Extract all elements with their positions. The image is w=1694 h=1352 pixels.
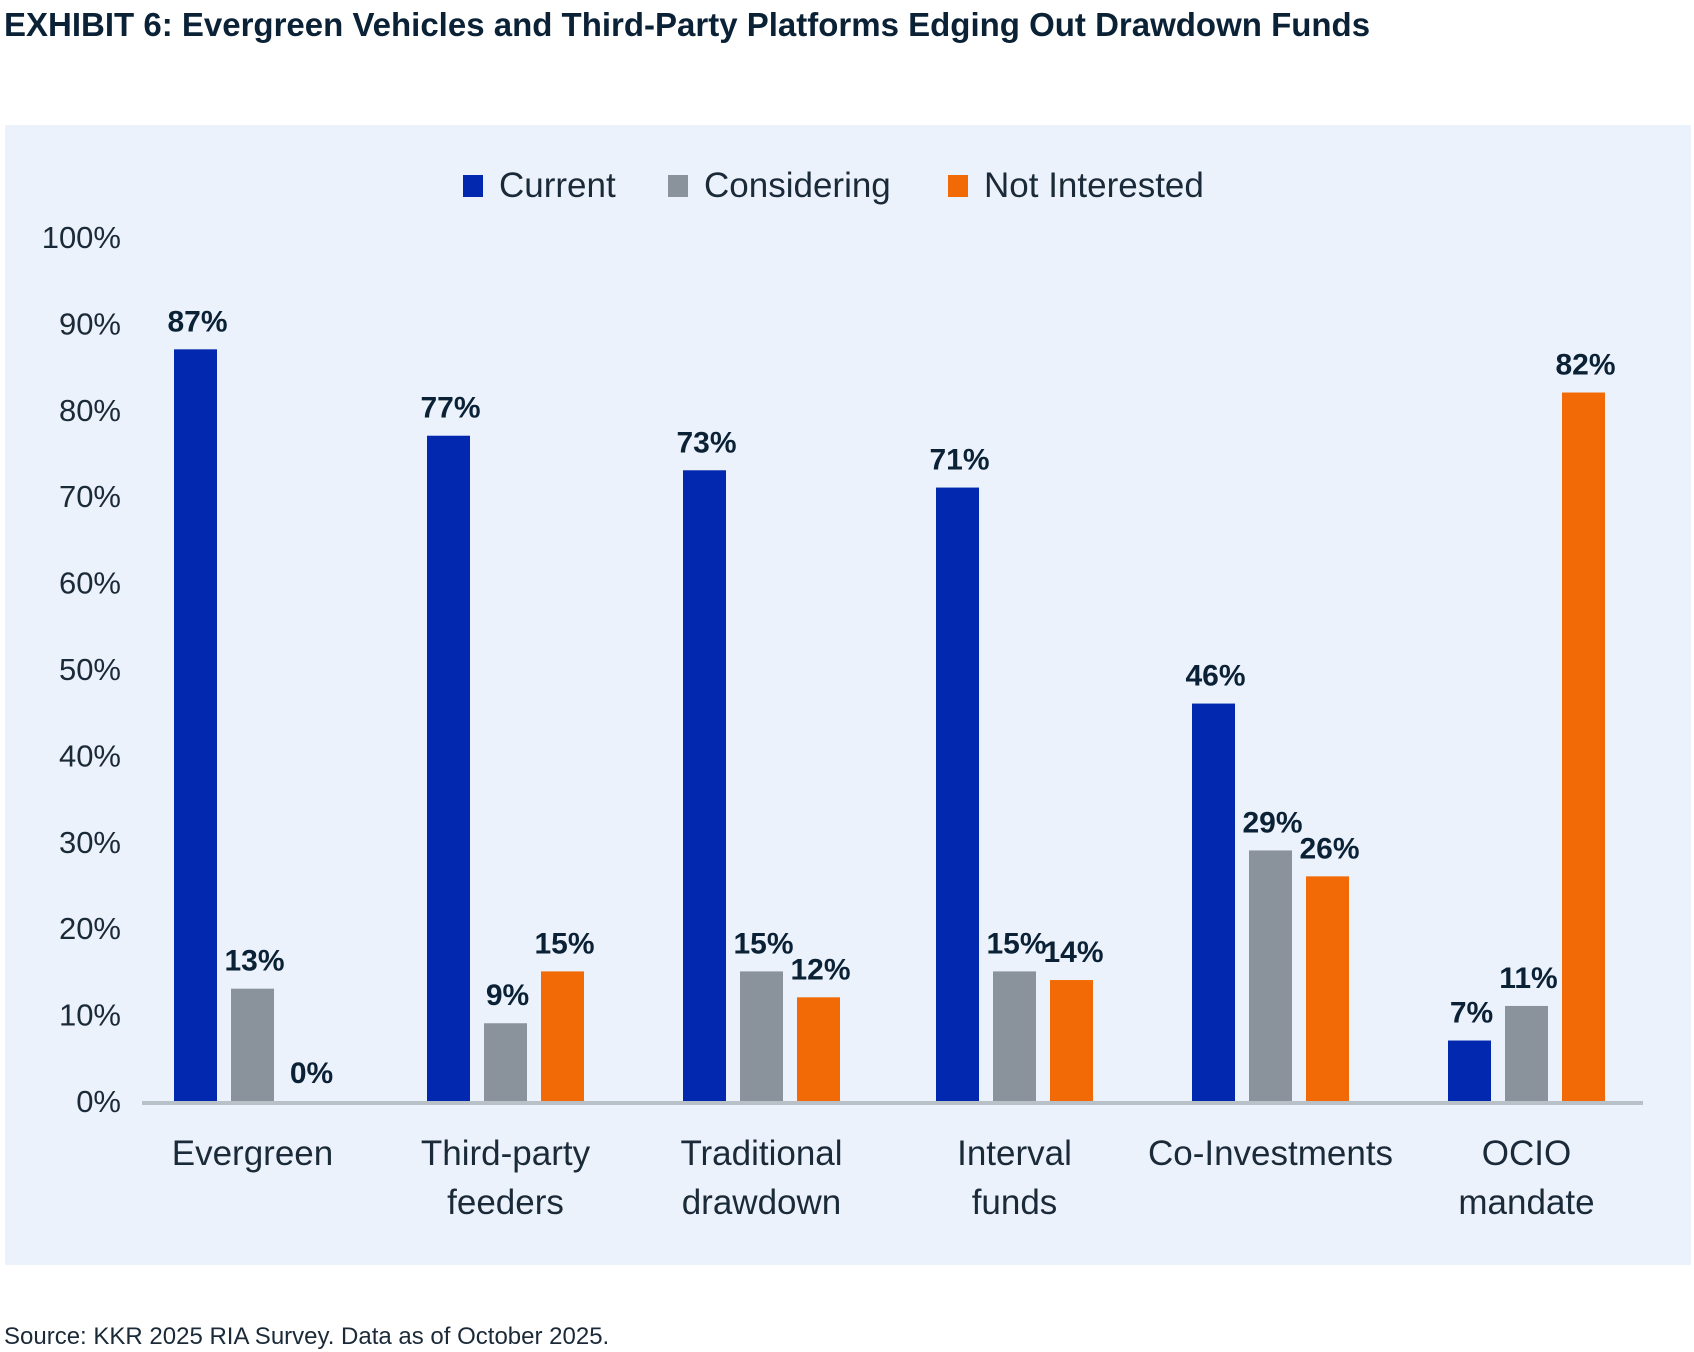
y-tick-label: 60% [59, 566, 121, 601]
legend-label: Not Interested [984, 166, 1204, 205]
bar [1192, 703, 1235, 1101]
x-tick-label: Third-party [421, 1134, 591, 1173]
bar [231, 988, 274, 1101]
x-tick-label: Evergreen [172, 1134, 333, 1173]
bar [1249, 850, 1292, 1101]
x-tick-label: Traditional [680, 1134, 842, 1173]
bar [1562, 392, 1605, 1101]
y-tick-label: 40% [59, 738, 121, 773]
bar [174, 349, 217, 1101]
data-label: 29% [1242, 806, 1302, 839]
legend-label: Current [499, 166, 616, 205]
legend-swatch [463, 175, 483, 197]
y-tick-label: 70% [59, 479, 121, 514]
x-tick-label: drawdown [682, 1183, 842, 1222]
data-label: 71% [929, 444, 989, 477]
x-axis: Evergreen Third-party feeders Traditional dr… [172, 1134, 1595, 1222]
bar [683, 470, 726, 1101]
bar [797, 997, 840, 1101]
data-label: 73% [676, 426, 736, 459]
data-label: 87% [167, 305, 227, 338]
bar [1505, 1005, 1548, 1101]
legend-label: Considering [704, 166, 891, 205]
bar [484, 1023, 527, 1101]
y-tick-label: 0% [76, 1084, 121, 1119]
y-tick-label: 10% [59, 998, 121, 1033]
data-label: 12% [790, 953, 850, 986]
source-note: Source: KKR 2025 RIA Survey. Data as of … [4, 1323, 609, 1350]
bars: 87%13%0%77%9%15%73%15%12%71%15%14%46%29%… [167, 305, 1616, 1102]
bar [1050, 980, 1093, 1101]
legend: Current Considering Not Interested [463, 166, 1204, 205]
data-label: 46% [1185, 660, 1245, 693]
data-label: 15% [986, 927, 1046, 960]
x-tick-label: Co-Investments [1148, 1134, 1393, 1173]
data-label: 15% [534, 927, 594, 960]
data-label: 77% [420, 392, 480, 425]
x-tick-label: funds [972, 1183, 1058, 1222]
bar [993, 971, 1036, 1101]
y-axis: 0% 10% 20% 30% 40% 50% 60% 70% 80% 90% 100% [42, 220, 121, 1119]
x-tick-label: mandate [1458, 1183, 1594, 1222]
y-tick-label: 100% [42, 220, 121, 255]
plot-background [5, 125, 1691, 1265]
data-label: 14% [1043, 936, 1103, 969]
bar [1306, 876, 1349, 1101]
data-label: 0% [290, 1057, 333, 1090]
bar [936, 487, 979, 1101]
bar [541, 971, 584, 1101]
y-tick-label: 80% [59, 393, 121, 428]
bar [740, 971, 783, 1101]
chart-title: EXHIBIT 6: Evergreen Vehicles and Third-… [4, 6, 1370, 43]
data-label: 82% [1555, 349, 1615, 382]
data-label: 13% [224, 945, 284, 978]
data-label: 9% [486, 979, 529, 1012]
bar [427, 435, 470, 1102]
x-tick-label: Interval [957, 1134, 1072, 1173]
x-tick-label: feeders [447, 1183, 564, 1222]
legend-swatch [668, 175, 688, 197]
y-tick-label: 50% [59, 652, 121, 687]
data-label: 11% [1499, 962, 1557, 995]
data-label: 26% [1299, 832, 1359, 865]
y-tick-label: 30% [59, 825, 121, 860]
data-label: 15% [733, 927, 793, 960]
y-tick-label: 90% [59, 306, 121, 341]
y-tick-label: 20% [59, 911, 121, 946]
data-label: 7% [1450, 997, 1493, 1030]
legend-swatch [948, 175, 968, 197]
x-tick-label: OCIO [1482, 1134, 1571, 1173]
bar [1448, 1040, 1491, 1101]
